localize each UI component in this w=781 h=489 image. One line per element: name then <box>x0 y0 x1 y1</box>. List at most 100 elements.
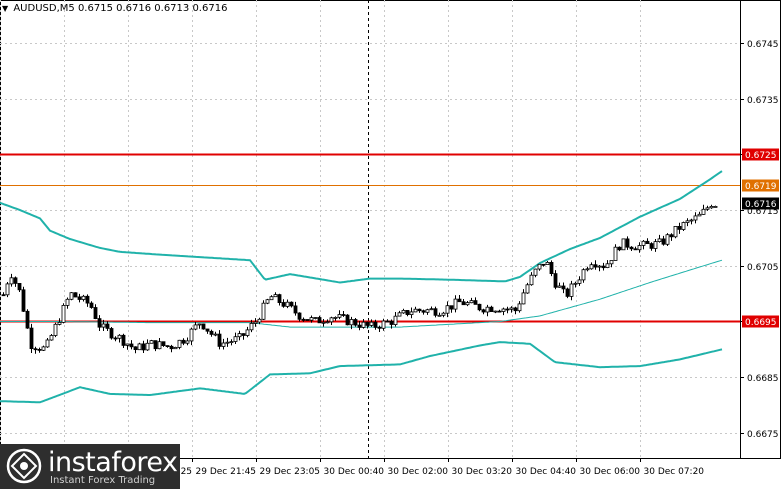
candle-body <box>569 283 574 297</box>
candle-body <box>309 317 314 321</box>
candle-body <box>625 238 630 248</box>
candle-body <box>353 319 358 326</box>
candle <box>1 292 6 297</box>
candle <box>141 340 146 353</box>
candle-body <box>697 213 702 217</box>
candle <box>585 266 590 272</box>
x-tick-label: 30 Dec 03:20 <box>452 467 513 477</box>
x-tick-label: 30 Dec 04:40 <box>516 467 577 477</box>
price-axis[interactable]: 0.6745 0.6735 0.6725 0.6715 0.6705 0.6695 0.66… <box>740 40 779 440</box>
candle <box>197 323 202 329</box>
candle <box>253 318 258 327</box>
candle <box>549 260 554 277</box>
candle <box>209 329 214 337</box>
candle <box>469 297 474 304</box>
candle-body <box>297 312 302 320</box>
candle <box>221 338 226 350</box>
chart-menu-triangle-icon[interactable]: ▼ <box>2 4 9 13</box>
candle <box>109 327 114 340</box>
candle <box>85 294 90 307</box>
candle-body <box>709 205 714 209</box>
candle <box>533 268 538 278</box>
candle <box>113 336 118 342</box>
candle-body <box>205 328 210 332</box>
candle-body <box>281 302 286 307</box>
candle <box>153 340 158 352</box>
candle <box>245 326 250 338</box>
horizontal-levels[interactable] <box>0 153 740 323</box>
candle-body <box>397 312 402 317</box>
x-tick-label: 29 Dec 21:45 <box>196 467 257 477</box>
candle-body <box>57 321 62 325</box>
candle <box>373 319 378 330</box>
candle <box>513 306 518 315</box>
candle-body <box>541 263 546 266</box>
candle-body <box>665 234 670 245</box>
candle <box>89 301 94 309</box>
x-tick-label: 30 Dec 02:00 <box>388 467 449 477</box>
candle <box>569 280 574 301</box>
candle-body <box>265 299 270 304</box>
candle <box>325 319 330 324</box>
candle <box>677 222 682 234</box>
candle-body <box>573 282 578 285</box>
bollinger-lower <box>0 341 723 404</box>
candle-body <box>1 294 6 297</box>
candle-body <box>141 343 146 351</box>
candle <box>537 263 542 271</box>
candle <box>317 315 322 324</box>
candle <box>437 312 442 317</box>
brand-name: instaforex <box>48 447 178 478</box>
chart-grid <box>0 0 781 459</box>
candle <box>365 321 370 329</box>
candle <box>293 301 298 316</box>
candle-body <box>185 340 190 344</box>
candle-body <box>689 219 694 222</box>
candle-body <box>585 268 590 271</box>
candle <box>41 345 46 351</box>
candle <box>477 303 482 312</box>
price-level-label: 0.6725 <box>745 151 777 161</box>
candle <box>577 276 582 286</box>
candle <box>37 347 42 353</box>
candle <box>205 328 210 334</box>
x-tick-label: 30 Dec 06:00 <box>580 467 641 477</box>
candle-body <box>61 304 66 323</box>
candle <box>665 233 670 246</box>
candle <box>189 327 194 346</box>
candle-body <box>125 343 130 346</box>
candle-body <box>701 208 706 215</box>
candle <box>349 316 354 330</box>
candle <box>633 246 638 251</box>
candle <box>277 293 282 306</box>
y-tick-label: 0.6705 <box>747 263 779 273</box>
candle <box>341 311 346 317</box>
candle-body <box>497 310 502 313</box>
candle <box>101 319 106 331</box>
candle <box>21 286 26 312</box>
candle <box>309 315 314 323</box>
candle <box>177 339 182 350</box>
candle-body <box>81 295 86 300</box>
price-level-tag <box>742 315 779 328</box>
candle <box>217 330 222 350</box>
candle-body <box>245 329 250 336</box>
candle-body <box>121 334 126 346</box>
candle <box>501 307 506 316</box>
candle <box>281 299 286 308</box>
x-tick-label: 30 Dec 00:40 <box>324 467 385 477</box>
candle <box>333 316 338 321</box>
candle-body <box>305 319 310 321</box>
candle <box>233 332 238 344</box>
candle-body <box>609 260 614 265</box>
candle-body <box>481 309 486 313</box>
candle <box>13 276 18 287</box>
candle-body <box>261 302 266 320</box>
candle-body <box>65 298 70 306</box>
candle <box>505 306 510 314</box>
candle <box>649 242 654 251</box>
candle-body <box>669 234 674 238</box>
candle-body <box>277 294 282 304</box>
candle <box>249 319 254 333</box>
